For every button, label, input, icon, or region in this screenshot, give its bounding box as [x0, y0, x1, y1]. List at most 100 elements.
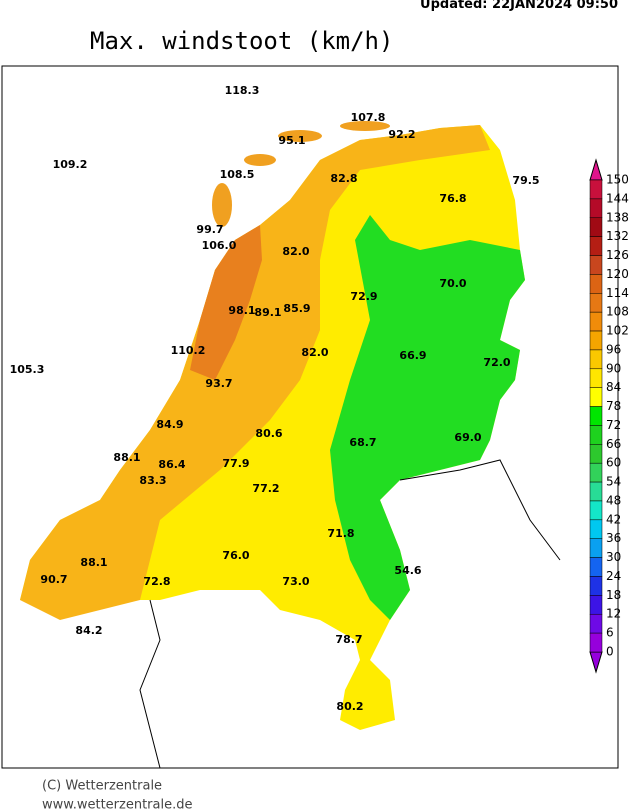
station-value: 84.2 [75, 624, 102, 637]
station-value: 88.1 [113, 451, 140, 464]
legend-label: 30 [606, 550, 621, 564]
station-value: 76.0 [222, 549, 249, 562]
legend-label: 60 [606, 456, 621, 470]
station-value: 54.6 [394, 564, 421, 577]
station-value: 80.2 [336, 700, 363, 713]
station-value: 82.0 [301, 346, 328, 359]
legend-swatch [589, 519, 603, 539]
legend-swatch [589, 330, 603, 351]
station-value: 82.0 [282, 245, 309, 258]
legend-label: 96 [606, 342, 621, 356]
station-value: 105.3 [10, 363, 45, 376]
station-value: 85.9 [283, 302, 310, 315]
legend-label: 144 [606, 191, 629, 205]
legend-swatch [589, 179, 603, 200]
legend-swatch [589, 349, 603, 370]
station-value: 93.7 [205, 377, 232, 390]
island [340, 121, 390, 131]
legend-swatch [589, 595, 603, 615]
station-value: 92.2 [388, 128, 415, 141]
legend-label: 24 [606, 569, 621, 583]
legend-swatch [589, 274, 603, 294]
station-value: 76.8 [439, 192, 466, 205]
land-green [330, 215, 525, 620]
legend-label: 48 [606, 493, 621, 507]
legend-swatch [589, 576, 603, 596]
station-value: 84.9 [156, 418, 183, 431]
legend-swatch [589, 613, 603, 634]
station-value: 95.1 [278, 134, 305, 147]
station-value: 108.5 [220, 168, 255, 181]
legend-swatch [589, 217, 603, 237]
station-value: 66.9 [399, 349, 426, 362]
station-value: 72.9 [350, 290, 377, 303]
station-value: 98.1 [228, 304, 255, 317]
station-value: 88.1 [80, 556, 107, 569]
island [244, 154, 276, 166]
station-value: 106.0 [202, 239, 237, 252]
station-value: 72.8 [143, 575, 170, 588]
legend-label: 72 [606, 418, 621, 432]
station-value: 109.2 [53, 158, 88, 171]
legend-swatch [589, 462, 603, 483]
legend-swatch [589, 500, 603, 521]
url: www.wetterzentrale.de [42, 798, 192, 812]
station-value: 86.4 [158, 458, 185, 471]
station-value: 89.1 [254, 306, 281, 319]
legend-label: 138 [606, 210, 629, 224]
map [1, 65, 619, 769]
legend-label: 12 [606, 607, 621, 621]
legend-label: 150 [606, 173, 629, 187]
legend-swatch [589, 311, 603, 332]
legend-swatch [589, 557, 603, 577]
legend-swatch [589, 236, 603, 256]
legend-label: 84 [606, 380, 621, 394]
legend-swatch [589, 406, 603, 426]
island [278, 130, 322, 142]
legend-label: 54 [606, 475, 621, 489]
legend-label: 36 [606, 531, 621, 545]
legend-swatch [589, 198, 603, 219]
station-value: 70.0 [439, 277, 466, 290]
legend-swatch [589, 444, 603, 464]
station-value: 83.3 [139, 474, 166, 487]
legend-label: 78 [606, 399, 621, 413]
legend-swatch [589, 481, 603, 502]
legend-swatch [589, 425, 603, 445]
station-value: 90.7 [40, 573, 67, 586]
legend-swatch [589, 387, 603, 407]
border [139, 599, 161, 769]
legend-swatch [589, 293, 603, 313]
legend-swatch [589, 538, 603, 558]
legend-label: 108 [606, 305, 629, 319]
station-value: 80.6 [255, 427, 282, 440]
legend-label: 0 [606, 645, 614, 659]
station-value: 107.8 [351, 111, 386, 124]
land-dark-orange [190, 225, 262, 380]
legend-label: 18 [606, 588, 621, 602]
legend-swatch [589, 368, 603, 388]
station-value: 78.7 [335, 633, 362, 646]
legend-label: 102 [606, 324, 629, 338]
station-value: 118.3 [225, 84, 260, 97]
legend-label: 120 [606, 267, 629, 281]
station-value: 79.5 [512, 174, 539, 187]
station-value: 99.7 [196, 223, 223, 236]
land-orange [20, 125, 490, 620]
station-value: 77.9 [222, 457, 249, 470]
legend-label: 42 [606, 512, 621, 526]
legend-label: 132 [606, 229, 629, 243]
title: Max. windstoot (km/h) [90, 27, 393, 55]
legend-label: 90 [606, 361, 621, 375]
legend-swatch [589, 632, 603, 653]
copyright: (C) Wetterzentrale [42, 779, 162, 794]
updated: Updated: 22JAN2024 09:50 [420, 0, 618, 12]
border [399, 459, 561, 561]
legend-label: 114 [606, 286, 629, 300]
legend-label: 126 [606, 248, 629, 262]
station-value: 77.2 [252, 482, 279, 495]
station-value: 69.0 [454, 431, 481, 444]
legend-swatch [589, 255, 603, 275]
station-value: 68.7 [349, 436, 376, 449]
